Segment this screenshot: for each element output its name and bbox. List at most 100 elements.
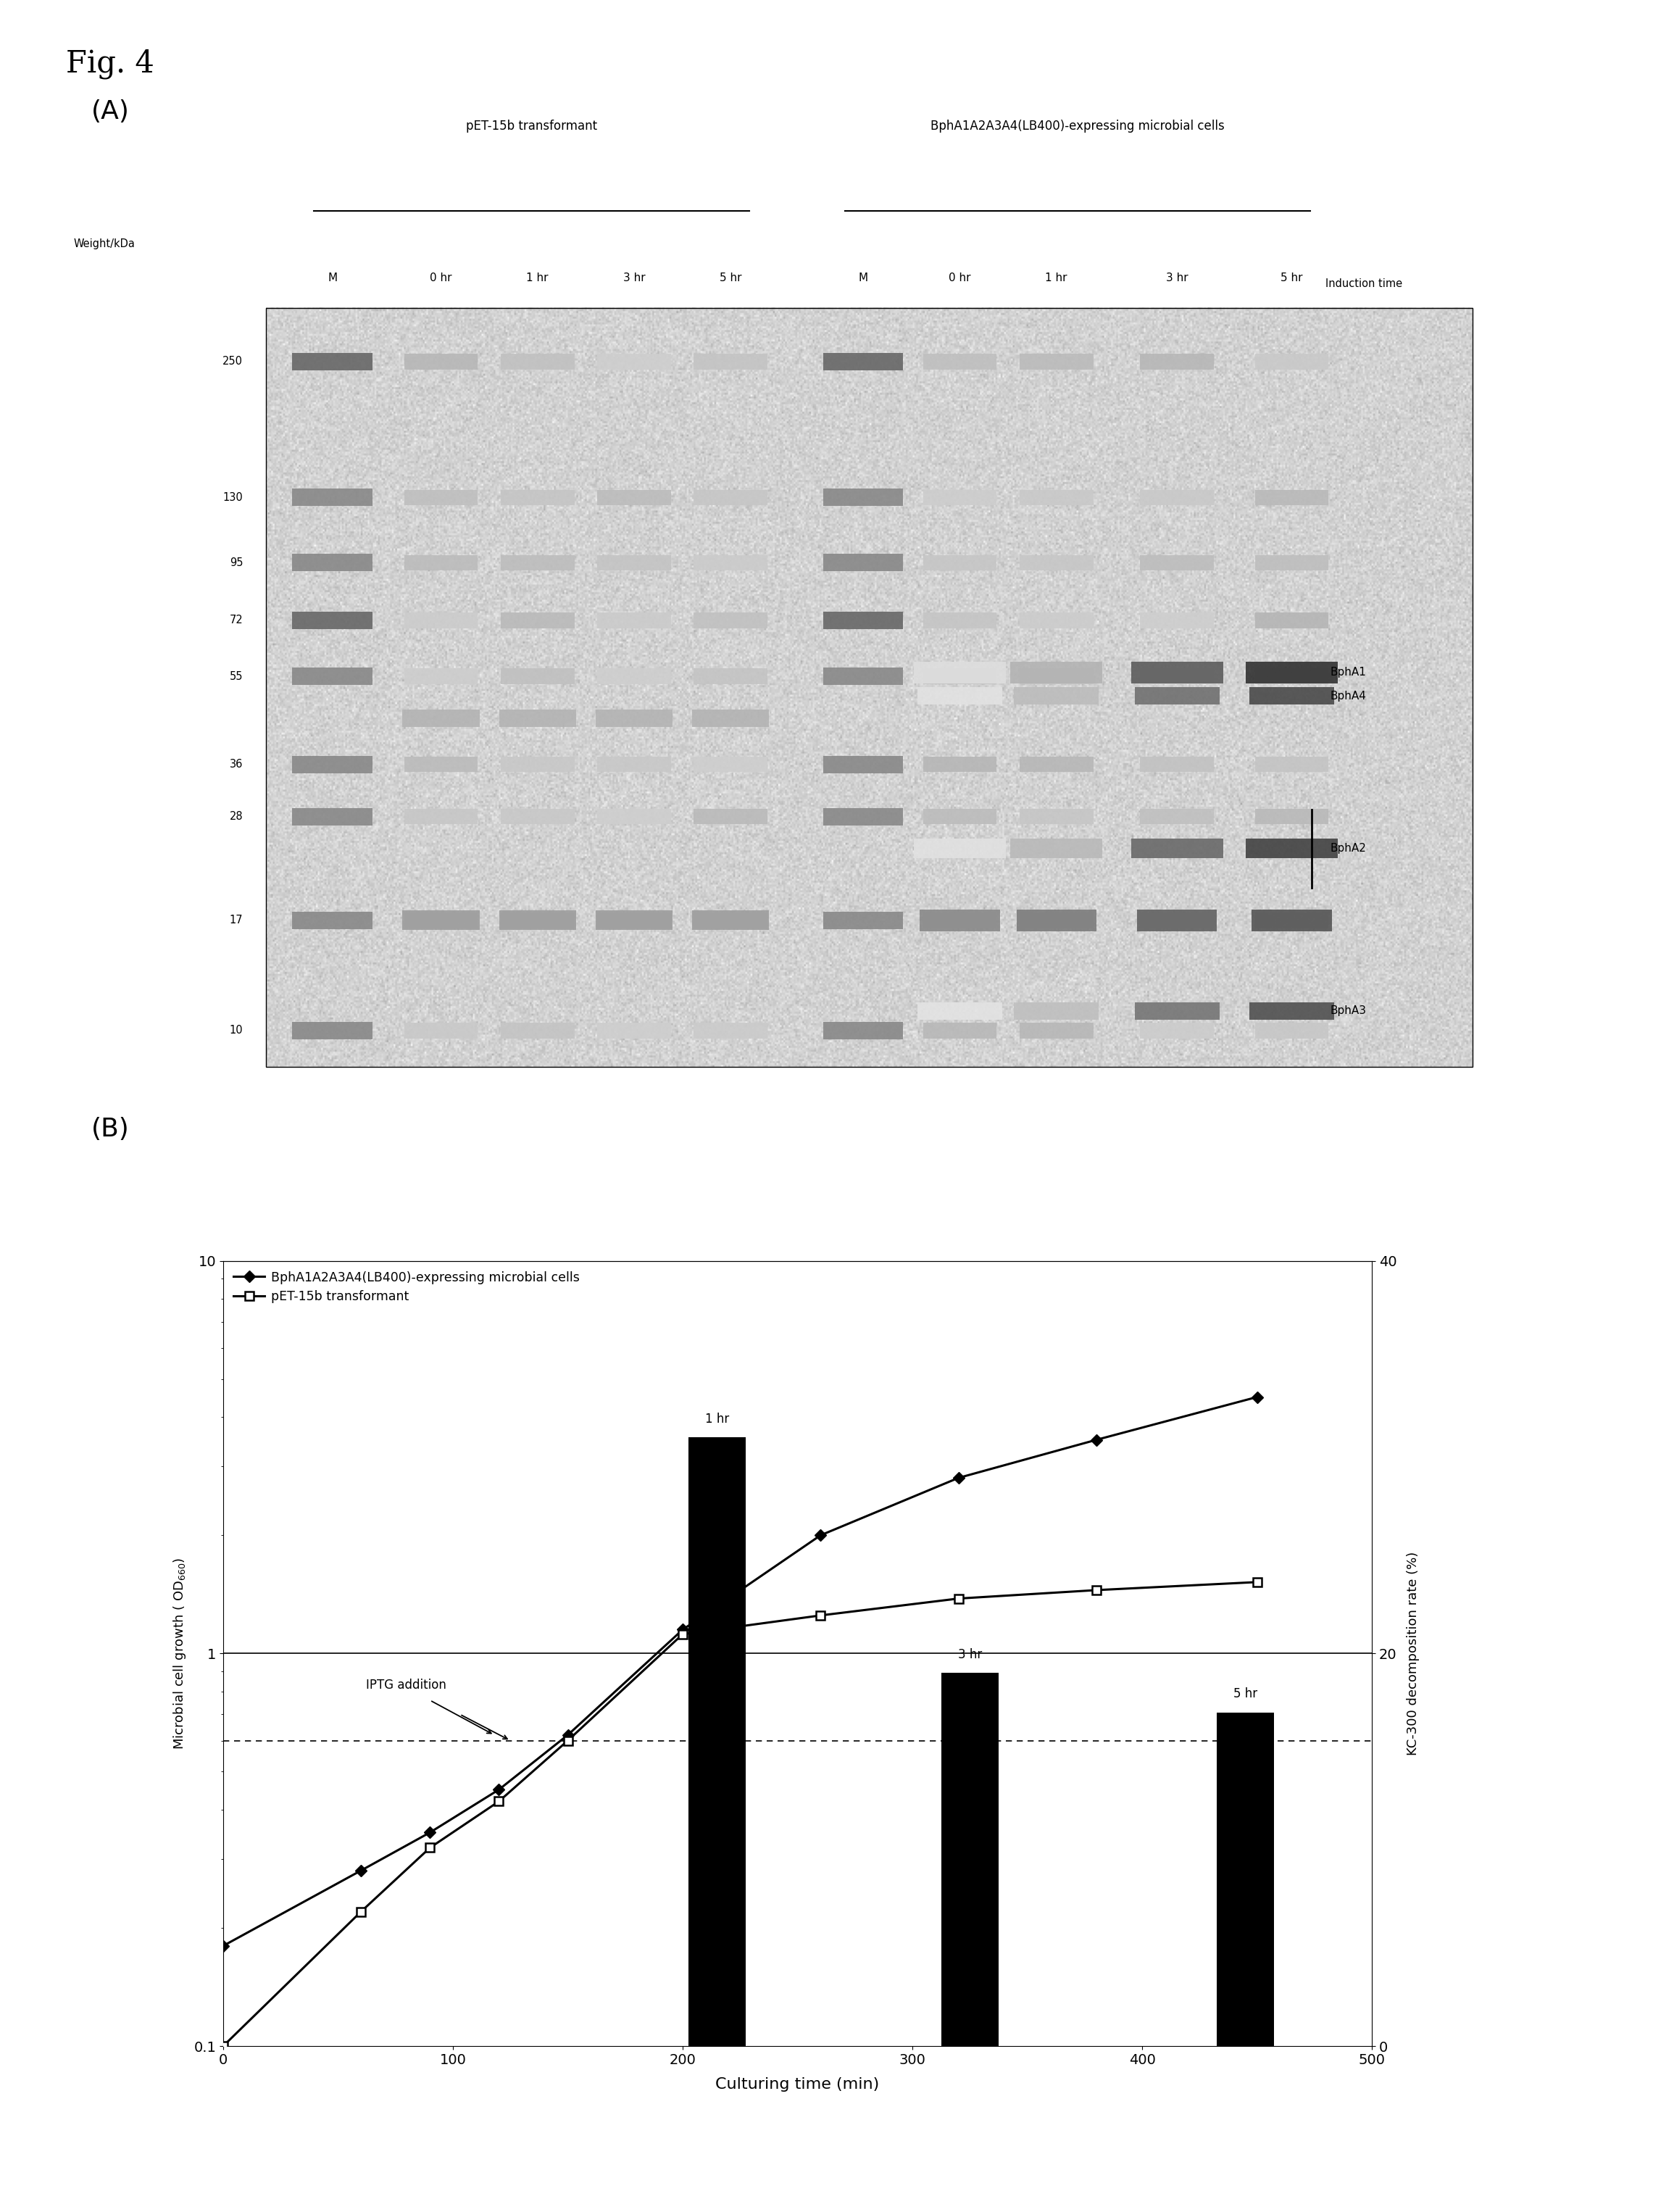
Text: pET-15b transformant: pET-15b transformant [466,119,597,133]
Text: M: M [327,272,337,283]
Bar [914,661,1007,684]
Bar [293,352,372,369]
Text: 28: 28 [230,812,243,823]
Bar [1131,661,1223,684]
Text: 3 hr: 3 hr [1165,272,1189,283]
Bar [694,1022,767,1037]
Text: 3 hr: 3 hr [623,272,645,283]
Bar [823,1022,903,1040]
Bar [1141,810,1213,825]
Bar [403,613,478,628]
Bar [823,352,903,369]
Bar [1020,914,1093,929]
Bar [1246,661,1337,684]
Bar [922,555,997,571]
Bar [1141,668,1213,684]
Bar [595,710,673,728]
Bar [1010,661,1103,684]
Bar [293,911,372,929]
Bar [501,757,574,772]
Bar [293,807,372,825]
Bar [403,555,478,571]
Bar [1141,757,1213,772]
Bar [922,668,997,684]
Bar [499,710,575,728]
Text: BphA1A2A3A4(LB400)-expressing microbial cells: BphA1A2A3A4(LB400)-expressing microbial … [931,119,1225,133]
Bar [922,613,997,628]
Bar [941,1672,998,2046]
Text: BphA3: BphA3 [1331,1004,1367,1015]
Text: 95: 95 [230,557,243,568]
Bar [597,810,671,825]
Bar [1141,914,1213,929]
Text: 5 hr: 5 hr [1233,1688,1258,1701]
Bar [597,1022,671,1037]
Text: 10: 10 [230,1024,243,1035]
Text: Fig. 4: Fig. 4 [66,49,154,80]
Bar [823,611,903,628]
Bar [694,613,767,628]
Bar [1217,1712,1274,2046]
Bar [1020,354,1093,369]
Bar [694,757,767,772]
Bar [499,911,575,929]
Bar [1015,1002,1099,1020]
Bar [1017,909,1096,931]
Bar [501,555,574,571]
Bar [1136,688,1220,706]
Bar [501,810,574,825]
Text: 1 hr: 1 hr [706,1413,729,1427]
Bar [1141,555,1213,571]
Bar [688,1438,746,2046]
Bar [1141,613,1213,628]
Bar [1141,489,1213,504]
Bar [1136,1002,1220,1020]
Text: 250: 250 [223,356,243,367]
Bar [922,489,997,504]
Text: 17: 17 [230,916,243,927]
Bar [694,354,767,369]
Legend: BphA1A2A3A4(LB400)-expressing microbial cells, pET-15b transformant: BphA1A2A3A4(LB400)-expressing microbial … [230,1267,584,1307]
Bar [1020,489,1093,504]
Text: BphA2: BphA2 [1331,843,1367,854]
Bar [501,489,574,504]
Bar [501,668,574,684]
Bar [1255,757,1329,772]
Bar [293,1022,372,1040]
Bar [922,757,997,772]
Bar [1255,668,1329,684]
Bar [293,611,372,628]
Bar [1131,838,1223,858]
Bar [917,1002,1002,1020]
Text: M: M [858,272,868,283]
Bar [293,489,372,507]
Bar [917,688,1002,706]
Bar [266,307,1473,1066]
Bar [597,757,671,772]
Bar [1020,757,1093,772]
Bar [823,489,903,507]
Bar [1020,1022,1093,1037]
Text: 1 hr: 1 hr [526,272,549,283]
Bar [914,838,1007,858]
Bar [403,757,478,772]
Bar [694,810,767,825]
Text: BphA1: BphA1 [1331,668,1367,677]
Bar [293,668,372,686]
Text: 130: 130 [223,491,243,502]
Bar [1020,810,1093,825]
Bar [403,1022,478,1037]
Bar [1255,810,1329,825]
Bar [1020,555,1093,571]
Bar [694,914,767,929]
Text: 5 hr: 5 hr [719,272,742,283]
Bar [694,489,767,504]
Text: (B): (B) [91,1117,129,1141]
Bar [403,710,479,728]
Bar [293,757,372,774]
Bar [1255,489,1329,504]
Text: 1 hr: 1 hr [1045,272,1068,283]
Bar [403,911,479,929]
Y-axis label: KC-300 decomposition rate (%): KC-300 decomposition rate (%) [1407,1551,1420,1756]
Bar [922,810,997,825]
